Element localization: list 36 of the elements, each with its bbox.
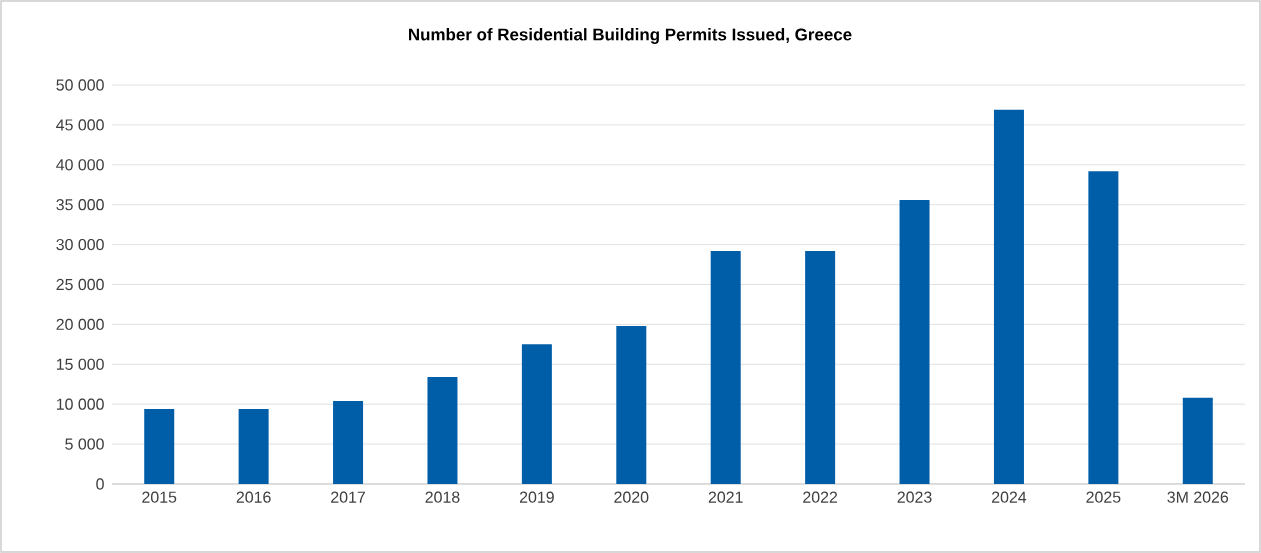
y-tick-label: 40 000 (56, 159, 104, 171)
y-tick-label: 15 000 (56, 358, 104, 370)
x-tick-label: 2016 (236, 491, 271, 503)
y-tick-label: 50 000 (56, 79, 104, 91)
y-tick-label: 45 000 (56, 119, 104, 131)
bar (1182, 397, 1213, 484)
bar (899, 199, 930, 484)
x-tick-label: 2015 (142, 491, 177, 503)
y-tick-label: 25 000 (56, 278, 104, 291)
y-tick-label: 20 000 (56, 318, 104, 331)
y-tick-label: 5 000 (65, 438, 104, 450)
bar (616, 325, 647, 484)
bar (144, 408, 175, 484)
bar (993, 109, 1024, 484)
x-tick-label: 2017 (331, 491, 365, 503)
bar (710, 250, 741, 484)
bar (238, 408, 269, 484)
y-tick-label: 0 (96, 478, 104, 490)
chart-title: Number of Residential Building Permits Issued, Greece (409, 28, 852, 44)
x-tick-label: 2021 (708, 491, 743, 503)
x-tick-label: 2025 (1086, 491, 1121, 503)
bar (521, 344, 552, 484)
bar (1088, 171, 1119, 484)
bar (805, 250, 836, 484)
x-tick-label: 2023 (897, 491, 932, 503)
y-tick-label: 35 000 (56, 199, 104, 211)
bar (427, 377, 458, 484)
x-tick-label: 2020 (614, 491, 649, 503)
y-tick-label: 30 000 (56, 238, 104, 251)
x-tick-label: 2022 (803, 491, 838, 503)
x-tick-label: 2024 (992, 491, 1027, 503)
x-tick-label: 3M 2026 (1167, 491, 1229, 503)
x-tick-label: 2019 (519, 491, 554, 503)
bar (333, 400, 364, 484)
x-tick-label: 2018 (425, 491, 460, 503)
y-tick-label: 10 000 (56, 398, 104, 410)
